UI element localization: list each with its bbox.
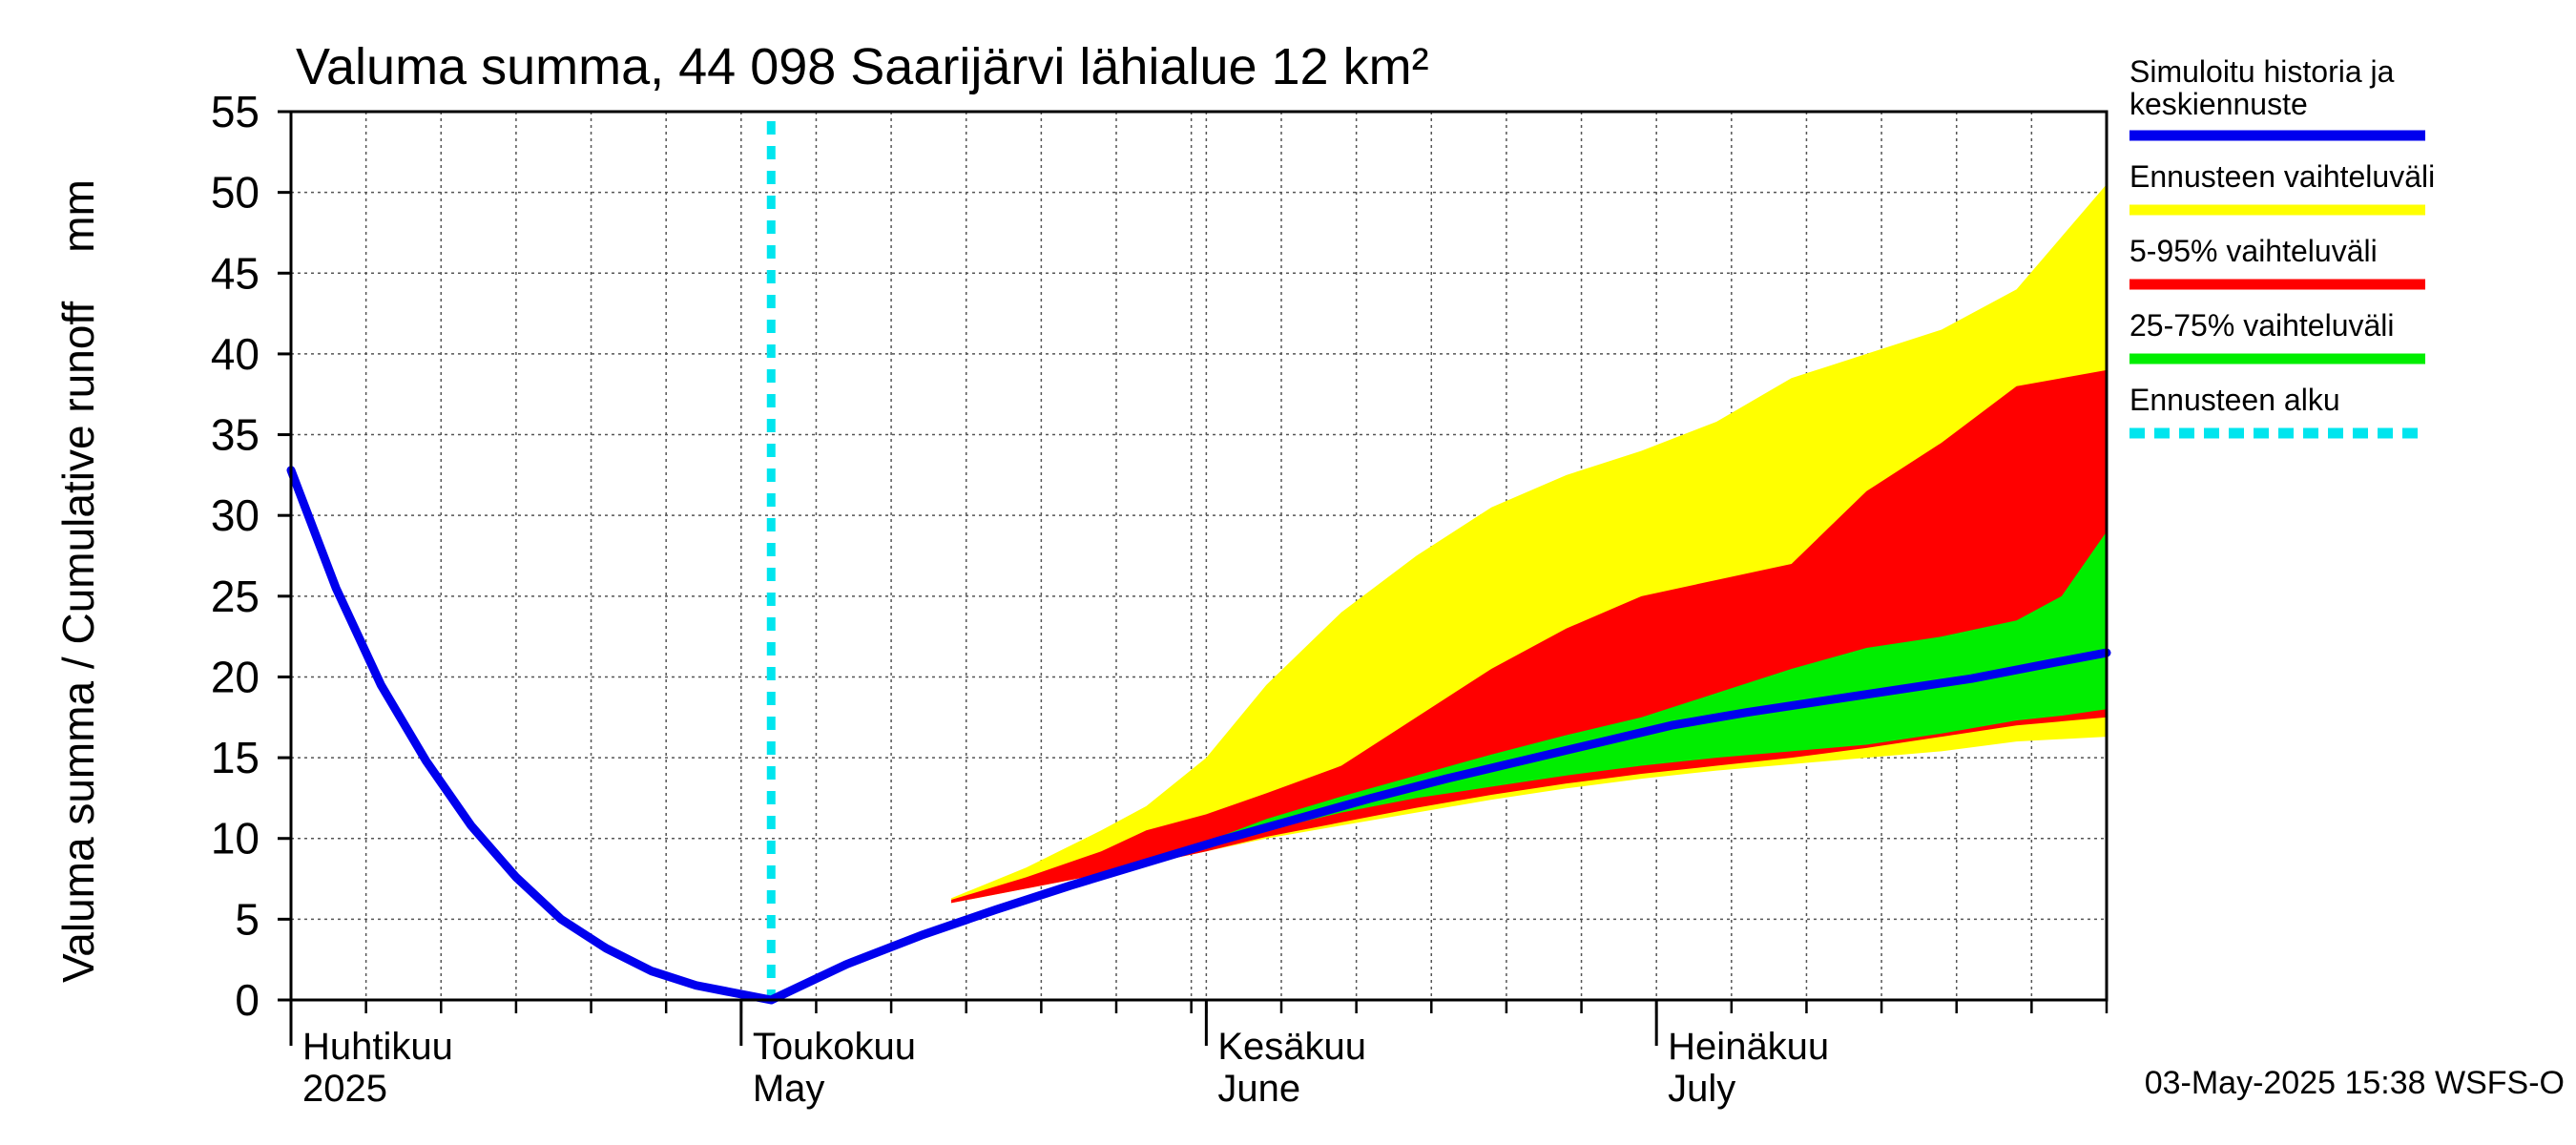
timestamp: 03-May-2025 15:38 WSFS-O <box>2145 1065 2565 1101</box>
forecast-bands <box>951 184 2107 904</box>
y-tick-label: 35 <box>211 410 260 460</box>
y-tick-label: 20 <box>211 652 260 701</box>
median-line-layer <box>286 466 2111 1005</box>
y-axis-label: Valuma summa / Cumulative runoff mm <box>53 179 103 983</box>
legend-ennusteen-vaihteluv-li-label: Ennusteen vaihteluväli <box>2129 159 2435 194</box>
y-tick-label: 0 <box>235 975 260 1025</box>
month-label-en: 2025 <box>302 1068 387 1110</box>
y-tick-label: 30 <box>211 490 260 540</box>
y-tick-label: 55 <box>211 87 260 136</box>
y-tick-label: 15 <box>211 733 260 782</box>
y-tick-label: 45 <box>211 248 260 298</box>
y-tick-label: 40 <box>211 329 260 379</box>
y-tick-label: 50 <box>211 168 260 218</box>
month-label-en: June <box>1217 1068 1300 1110</box>
y-tick-label: 25 <box>211 572 260 621</box>
median-line <box>286 466 2111 1005</box>
axes: 0510152025303540455055Huhtikuu2025Toukok… <box>211 87 2109 1110</box>
legend-simuloitu-historia-ja-keskiennuste-label-line: Simuloitu historia ja <box>2129 54 2395 89</box>
legend-simuloitu-historia-ja-keskiennuste-label-line: keskiennuste <box>2129 87 2308 121</box>
legend-simuloitu-historia-ja-keskiennuste-label: Simuloitu historia ja keskiennuste <box>2129 54 2395 121</box>
y-tick-label: 10 <box>211 814 260 864</box>
month-label-fi: Huhtikuu <box>302 1026 453 1068</box>
legend: Simuloitu historia ja keskiennuste Ennuste… <box>2129 54 2435 439</box>
band-5-95-vaihteluv-li <box>951 369 2107 904</box>
legend-5-95-vaihteluv-li-label: 5-95% vaihteluväli <box>2129 234 2378 268</box>
month-label-fi: Heinäkuu <box>1668 1026 1829 1068</box>
legend-25-75-vaihteluv-li-label: 25-75% vaihteluväli <box>2129 308 2395 343</box>
grid-lines <box>291 112 2107 1000</box>
month-label-fi: Kesäkuu <box>1217 1026 1366 1068</box>
legend-ennusteen-alku-label: Ennusteen alku <box>2129 383 2340 417</box>
y-tick-label: 5 <box>235 894 260 944</box>
chart-title: Valuma summa, 44 098 Saarijärvi lähialue… <box>296 38 1429 95</box>
month-label-en: July <box>1668 1068 1735 1110</box>
month-label-en: May <box>753 1068 825 1110</box>
month-label-fi: Toukokuu <box>753 1026 916 1068</box>
plot-frame <box>289 110 2109 1002</box>
